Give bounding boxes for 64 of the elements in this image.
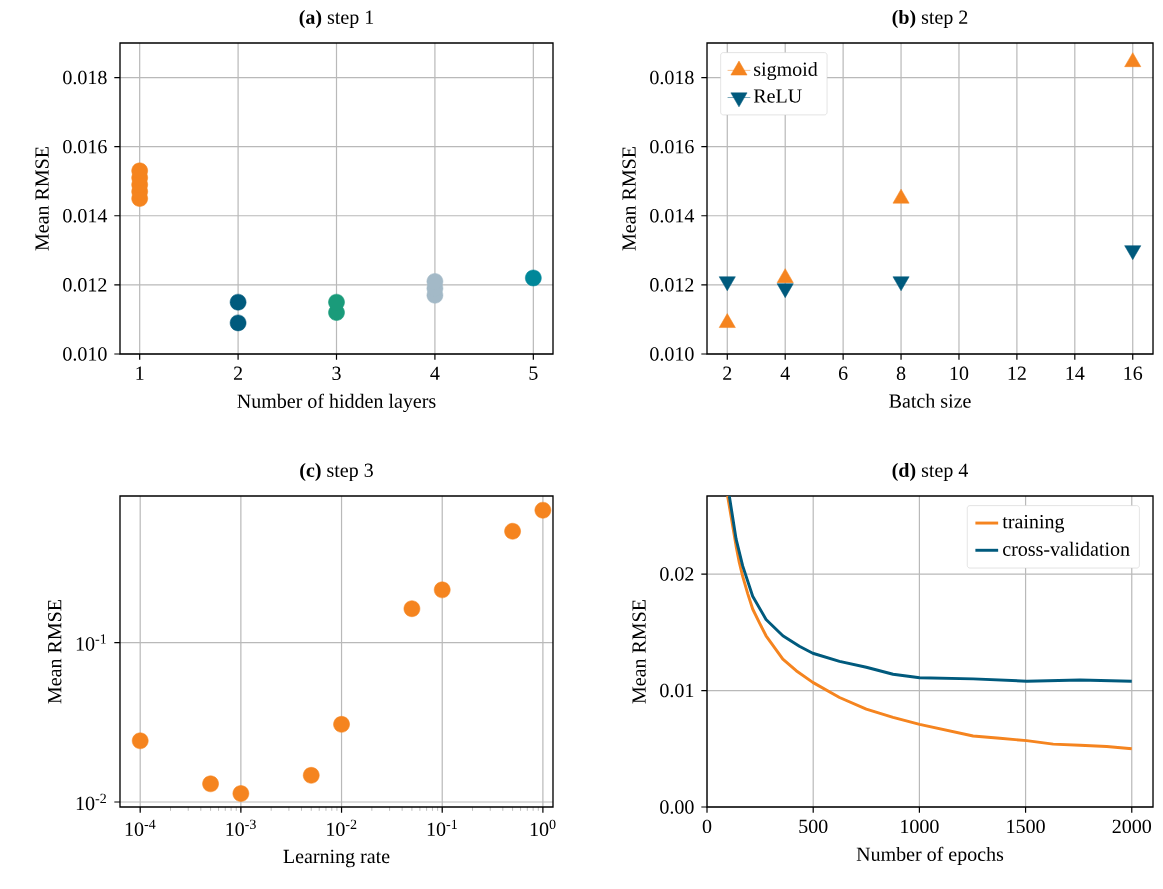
x-tick-label: 10$^{-1}$ (427, 819, 457, 837)
x-axis-title: Batch size (889, 393, 971, 408)
point (229, 314, 247, 332)
y-tick-label: 0.016 (650, 139, 694, 154)
line-series (727, 496, 1134, 683)
x-tick-label: 10$^{-4}$ (125, 819, 156, 837)
legend-label: training (1002, 514, 1065, 533)
x-axis-title: Learning rate (283, 849, 390, 868)
y-tick-label: 10$^{-1}$ (76, 634, 106, 651)
x-tick-label: 2 (233, 366, 242, 380)
chart-title: (b) step 2 (892, 9, 968, 29)
y-tick-label: 10$^{-2}$ (76, 793, 106, 811)
x-tick-label: 12 (1008, 366, 1026, 380)
y-axis-title: Mean RMSE (48, 600, 62, 704)
point (892, 276, 910, 292)
x-tick-label: 2000 (1112, 819, 1152, 834)
x-tick-label: 8 (896, 366, 906, 381)
chart-title: (d) step 4 (892, 462, 969, 482)
x-axis-title: Number of epochs (856, 846, 1004, 866)
x-tick-label: 1000 (901, 819, 939, 834)
x-tick-label: 1 (136, 366, 144, 380)
legend-label: cross-validation (1003, 541, 1130, 556)
x-tick-label: 0 (702, 819, 712, 834)
y-tick-label: 0.012 (63, 278, 107, 292)
y-tick-label: 0.018 (650, 70, 694, 85)
x-tick-label: 10$^{0}$ (530, 819, 556, 837)
x-tick-label: 10 (950, 366, 969, 381)
y-tick-label: 0.00 (660, 800, 694, 814)
y-axis-title: Mean RMSE (35, 147, 49, 251)
legend-label: sigmoid (754, 61, 818, 81)
y-tick-label: 0.018 (63, 70, 107, 85)
point (1124, 245, 1142, 260)
y-tick-label: 0.014 (63, 208, 108, 223)
x-tick-label: 14 (1066, 366, 1085, 380)
x-tick-label: 4 (780, 366, 790, 380)
x-tick-label: 10$^{-2}$ (327, 819, 357, 837)
y-axis-title: Mean RMSE (622, 147, 636, 251)
x-tick-label: 3 (332, 366, 341, 381)
line-series (726, 496, 1134, 751)
y-tick-label: 0.016 (63, 139, 107, 154)
point (1124, 52, 1142, 67)
legend-label: ReLU (753, 89, 802, 103)
x-tick-label: 5 (529, 366, 538, 380)
x-tick-label: 500 (799, 819, 828, 834)
chart-title: (a) step 1 (299, 9, 374, 29)
y-tick-label: 0.012 (650, 278, 694, 292)
y-tick-label: 0.010 (650, 347, 694, 361)
x-tick-label: 6 (838, 366, 848, 381)
point (776, 283, 794, 298)
y-tick-label: 0.010 (63, 347, 107, 361)
y-tick-label: 0.014 (650, 208, 695, 223)
x-tick-label: 4 (430, 366, 440, 380)
x-tick-label: 10$^{-3}$ (226, 819, 256, 837)
chart-title: (c) step 3 (300, 462, 373, 482)
y-tick-label: 0.01 (660, 683, 694, 698)
point (525, 269, 542, 287)
x-axis-title: Number of hidden layers (237, 393, 436, 413)
point (229, 293, 247, 311)
x-tick-label: 1500 (1007, 819, 1045, 834)
x-tick-label: 16 (1124, 366, 1143, 381)
point (718, 276, 736, 292)
x-tick-label: 2 (723, 366, 732, 380)
y-axis-title: Mean RMSE (632, 600, 646, 704)
y-tick-label: 0.02 (660, 567, 694, 581)
